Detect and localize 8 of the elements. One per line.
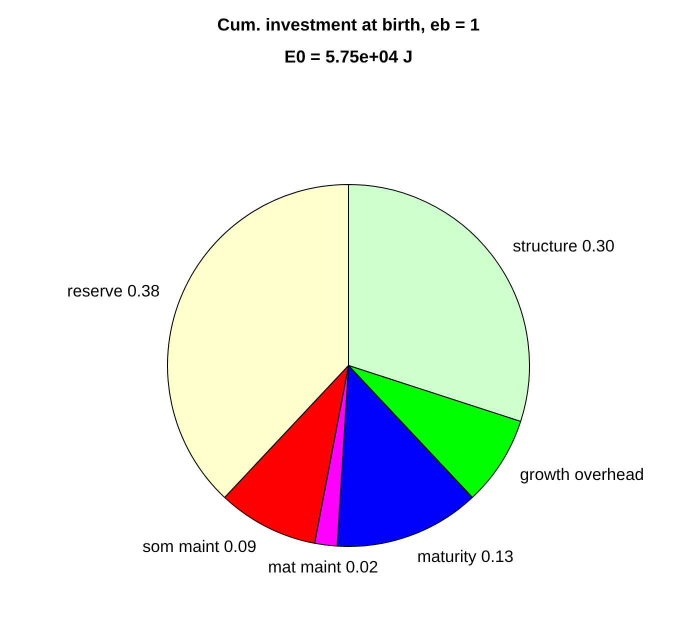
slice-label: reserve 0.38 [67,281,160,300]
chart-subtitle: E0 = 5.75e+04 J [284,46,413,66]
chart-title: Cum. investment at birth, eb = 1 [217,14,480,34]
slice-label: growth overhead [520,464,644,484]
slice-label: mat maint 0.02 [268,557,378,576]
slice-label: maturity 0.13 [417,547,514,566]
slice-label: som maint 0.09 [142,536,256,556]
slice-label: structure 0.30 [512,236,615,256]
